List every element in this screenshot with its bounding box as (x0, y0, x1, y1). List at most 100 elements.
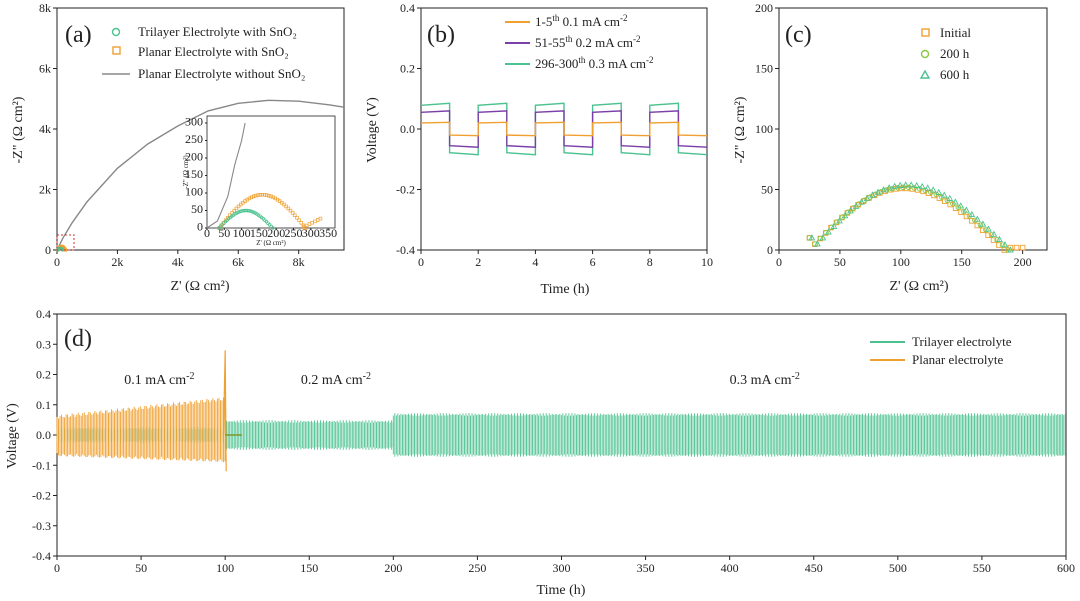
point-600h (836, 217, 843, 224)
inset-orange-point (260, 193, 265, 197)
inset-orange-point (234, 206, 239, 211)
point-600h (985, 225, 992, 232)
inset-orange-point (293, 213, 297, 218)
panel-b: 0 2 4 6 8 10 -0.4 -0.2 0.0 0.2 0.4 (b) Time (h) Vo… (365, 1, 713, 297)
legend-marker-square (921, 28, 930, 37)
panel-a-xlabel: Z' (Ω cm²) (170, 279, 229, 294)
point-200h (961, 208, 967, 215)
inset-orange-point (267, 193, 271, 198)
inset-orange-point (258, 193, 262, 197)
y-tick-label: -0.2 (32, 489, 51, 503)
panel-d-annotations: 0.1 mA cm-2 0.2 mA cm-2 0.3 mA cm-2 (124, 371, 800, 389)
point-initial-tail (1019, 244, 1026, 251)
x-tick-label: 4k (172, 255, 184, 269)
panel-c-ylabel: -Z" (Ω cm²) (733, 96, 748, 163)
point-200h (983, 227, 989, 233)
point-600h (896, 181, 904, 188)
inset-ylabel: -Z" (Ω cm²) (182, 155, 190, 189)
inset-orange-point (251, 194, 256, 199)
inset-orange-point (299, 221, 304, 225)
panel-b-series (420, 102, 708, 156)
point-600h (957, 202, 965, 209)
inset-green-point (248, 209, 253, 213)
inset-orange-point (284, 204, 288, 209)
inset-green-point (242, 208, 247, 213)
x-tick-label: 250 (468, 561, 486, 575)
x-tick-label: 0 (54, 561, 60, 575)
inset-orange-point (264, 193, 269, 197)
point-600h (869, 191, 876, 198)
point-600h (880, 186, 887, 193)
y-tick-label: 0.2 (36, 368, 51, 382)
x-tick-label: 350 (319, 226, 337, 240)
panel-d-label: (d) (64, 326, 92, 352)
x-tick-label: 8 (647, 255, 653, 269)
y-tick-label: -0.3 (32, 519, 51, 533)
y-tick-label: -0.4 (32, 549, 51, 563)
x-tick-label: 150 (250, 226, 268, 240)
inset-green-point (239, 209, 243, 213)
point-600h (808, 234, 816, 241)
y-tick-label: 100 (185, 184, 203, 198)
legend-a-trilayer: Trilayer Electrolyte with SnO₂ (138, 24, 297, 39)
zoom-region-box (56, 234, 75, 251)
panel-a-label: (a) (65, 22, 92, 48)
point-600h (858, 198, 865, 205)
point-200h (999, 242, 1006, 248)
inset-orange-point (282, 202, 286, 207)
rate-annotation: 0.1 mA cm-2 (124, 371, 194, 389)
point-200h (977, 222, 984, 228)
x-tick-label: 100 (892, 255, 910, 269)
panel-d: 0 50 100 150 200 250 300 350 400 450 500 550 600 -0.4… (5, 307, 1075, 598)
x-tick-label: 6k (232, 255, 244, 269)
y-tick-label: 0.3 (36, 337, 51, 351)
point-initial-tail (1013, 244, 1020, 251)
legend-a-planar-no-sno2: Planar Electrolyte without SnO₂ (138, 66, 305, 81)
y-tick-label: 2k (39, 183, 51, 197)
point-200h (828, 224, 835, 230)
x-tick-label: 2k (111, 255, 123, 269)
point-600h (852, 202, 860, 209)
legend-marker-triangle (919, 69, 931, 79)
point-200h (845, 209, 851, 216)
point-initial (833, 219, 840, 226)
panel-c-label: (c) (785, 22, 812, 48)
point-600h (885, 184, 893, 191)
point-200h (966, 213, 973, 219)
x-tick-label: 0 (204, 226, 210, 240)
point-200h (817, 235, 824, 242)
y-tick-label: 150 (755, 62, 773, 76)
x-tick-label: 100 (216, 561, 234, 575)
point-200h (988, 232, 995, 238)
y-tick-label: 150 (185, 167, 203, 181)
panel-c-xlabel: Z' (Ω cm²) (889, 279, 948, 294)
x-tick-label: 400 (721, 561, 739, 575)
y-tick-label: 200 (755, 1, 773, 15)
legend-c-initial: Initial (940, 25, 971, 40)
x-tick-label: 10 (701, 255, 713, 269)
point-600h (935, 188, 943, 195)
point-initial (947, 201, 953, 208)
point-600h (913, 181, 921, 189)
point-600h (990, 230, 998, 237)
y-tick-label: 0.4 (36, 307, 51, 321)
x-tick-label: 200 (267, 226, 285, 240)
point-600h (940, 191, 948, 198)
x-tick-label: 250 (284, 226, 302, 240)
planar-segment (56, 397, 226, 463)
inset-orange-point (262, 193, 267, 197)
point-200h (850, 205, 857, 211)
point-200h (955, 204, 962, 211)
point-200h (972, 217, 978, 224)
inset-orange-point (290, 211, 295, 215)
trilayer-segment (56, 427, 226, 443)
point-600h (891, 182, 898, 189)
point-initial (985, 232, 991, 238)
y-tick-label: -0.2 (396, 183, 415, 197)
point-initial (996, 242, 1002, 248)
point-600h (819, 234, 827, 241)
x-tick-label: 450 (805, 561, 823, 575)
inset-orange-point (238, 202, 243, 207)
